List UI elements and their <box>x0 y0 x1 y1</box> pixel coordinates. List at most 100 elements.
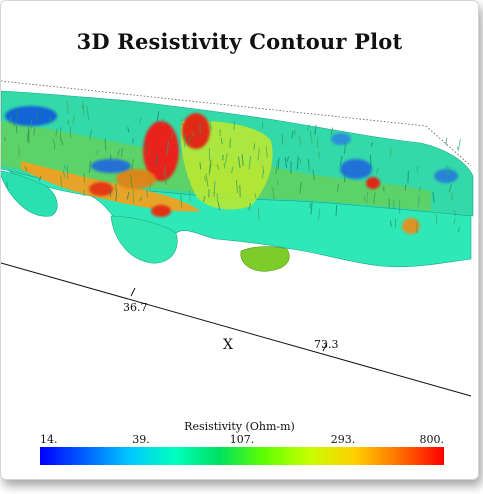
surface-streak <box>418 185 422 192</box>
surface-streak <box>265 146 268 158</box>
surface-streak <box>60 174 63 188</box>
surface-streak <box>166 141 170 155</box>
surface-streak <box>223 163 226 169</box>
surface-streak <box>307 158 310 171</box>
surface-streak <box>233 121 236 130</box>
hot-spot-1 <box>143 121 179 181</box>
surface-streak <box>317 208 321 221</box>
surface-streak <box>432 191 435 204</box>
surface-streak <box>451 192 453 201</box>
surface-streak <box>184 133 186 148</box>
cold-spot-1 <box>5 106 57 126</box>
surface-streak <box>162 118 165 125</box>
colorbar-ticks: 14. 39. 107. 293. 800. <box>40 433 444 446</box>
surface-streak <box>171 132 174 139</box>
surface-streak <box>216 164 220 170</box>
x-tick-label-2: 73.3 <box>314 338 339 351</box>
surface-streak <box>33 128 36 136</box>
surface-streak <box>339 155 343 165</box>
surface-streak <box>456 145 459 151</box>
cold-spot-3 <box>340 159 372 179</box>
surface-streak <box>435 213 438 225</box>
surface-streak <box>60 138 64 146</box>
surface-streak <box>213 180 216 195</box>
surface-streak <box>336 184 339 192</box>
surface-green-drop <box>240 246 290 272</box>
surface-streak <box>72 115 75 125</box>
surface-streak <box>284 157 287 169</box>
surface-streak <box>445 164 449 176</box>
colorbar-tick-label: 39. <box>132 433 150 446</box>
colorbar-tick-label: 293. <box>331 433 356 446</box>
surface-streak <box>41 110 44 118</box>
surface-streak <box>296 156 299 170</box>
cold-spot-5 <box>434 169 458 183</box>
surface-streak <box>35 111 39 122</box>
surface-streak <box>82 101 85 116</box>
surface-streak <box>205 173 209 187</box>
surface-streak <box>89 129 93 140</box>
surface-streak <box>62 170 66 178</box>
colorbar-title: Resistivity (Ohm-m) <box>184 420 295 433</box>
iso-surfaces <box>1 90 474 272</box>
surface-streak <box>231 166 234 174</box>
colorbar-tick-label: 107. <box>230 433 255 446</box>
surface-streak <box>86 106 90 120</box>
surface-streak <box>370 142 374 147</box>
surface-streak <box>277 157 280 170</box>
surface-streak <box>208 163 212 176</box>
colorbar-gradient <box>40 447 444 465</box>
surface-streak <box>126 191 130 200</box>
x-axis-label: X <box>223 337 233 353</box>
surface-streak <box>235 179 239 193</box>
surface-streak <box>132 189 135 204</box>
colorbar: 14. 39. 107. 293. 800. <box>40 433 444 465</box>
surface-streak <box>63 164 67 170</box>
surface-streak <box>257 148 260 161</box>
surface-streak <box>376 167 379 175</box>
plot-area: 36.7 73.3 X 14. 39. 107. 293. 800. <box>1 80 474 465</box>
surface-streak <box>373 192 376 205</box>
surface-streak <box>15 108 18 120</box>
surface-streak <box>27 127 30 142</box>
surface-streak <box>209 120 213 131</box>
surface-streak <box>26 132 29 144</box>
surface-streak <box>139 196 143 202</box>
cold-spot-2 <box>91 159 131 173</box>
surface-streak <box>299 181 302 194</box>
surface-streak <box>131 158 135 171</box>
surface-streak <box>392 199 395 210</box>
chart-title: 3D Resistivity Contour Plot <box>76 29 403 54</box>
hot-spot-4 <box>151 205 171 217</box>
surface-streak <box>238 156 241 168</box>
surface-streak <box>220 137 223 145</box>
surface-streak <box>275 160 278 175</box>
surface-streak <box>389 220 392 227</box>
surface-streak <box>120 147 124 157</box>
surface-streak <box>404 184 407 191</box>
surface-streak <box>457 227 460 233</box>
surface-streak <box>188 190 191 202</box>
cold-spot-4 <box>331 133 351 145</box>
surface-streak <box>52 138 55 144</box>
surface-streak <box>445 137 448 145</box>
chart-card: 3D Resistivity Contour Plot <box>0 0 479 480</box>
surface-lower-blob <box>110 215 178 264</box>
surface-streak <box>330 127 334 135</box>
surface-streak <box>199 162 202 170</box>
surface-streak <box>96 150 99 155</box>
x-axis <box>1 262 472 397</box>
surface-streak <box>18 145 20 157</box>
surface-streak <box>9 116 12 124</box>
surface-streak <box>299 158 302 164</box>
surface-streak <box>281 133 284 146</box>
surface-streak <box>132 137 134 144</box>
surface-streak <box>127 126 130 133</box>
surface-streak <box>298 135 302 146</box>
surface-streak <box>144 142 148 154</box>
surface-streak <box>49 116 52 123</box>
surface-streak <box>363 195 366 201</box>
surface-streak <box>314 124 317 136</box>
surface-streak <box>55 128 58 137</box>
surface-streak <box>155 154 158 165</box>
